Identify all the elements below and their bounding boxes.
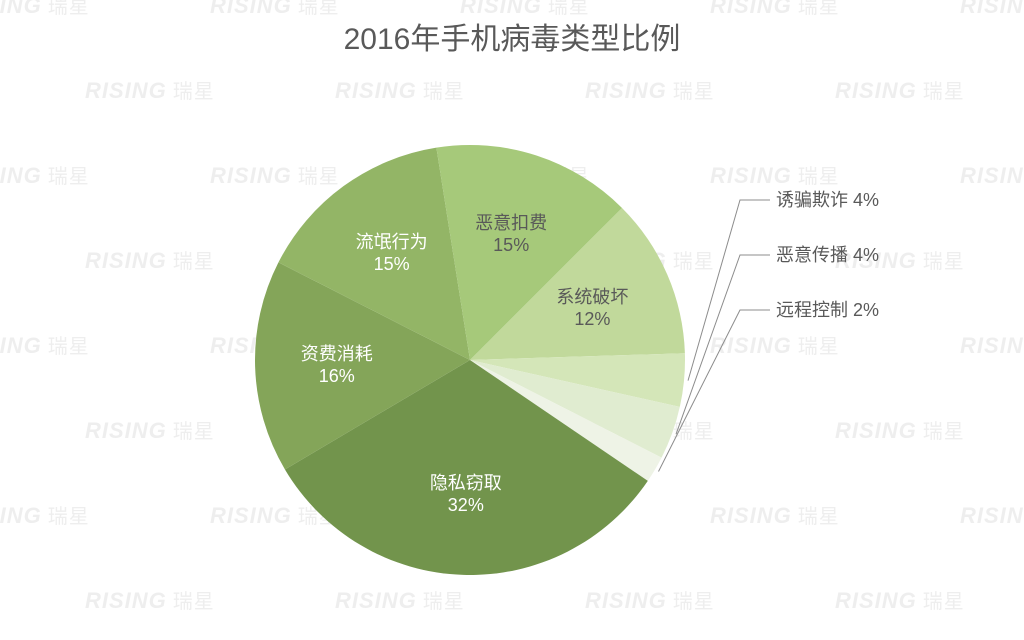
- slice-label-name: 资费消耗: [301, 344, 373, 364]
- slice-label-percent: 16%: [319, 366, 355, 386]
- callout-label: 诱骗欺诈 4%: [776, 190, 879, 210]
- callout-label: 恶意传播 4%: [776, 245, 879, 265]
- slice-label-name: 流氓行为: [356, 232, 428, 252]
- slice-label-percent: 32%: [448, 495, 484, 515]
- slice-label-name: 隐私窃取: [430, 473, 502, 493]
- slice-label-percent: 12%: [574, 309, 610, 329]
- pie-chart: 系统破坏12%诱骗欺诈 4%恶意传播 4%远程控制 2%隐私窃取32%资费消耗1…: [0, 0, 1024, 640]
- slice-label-name: 系统破坏: [556, 287, 628, 307]
- callout-label: 远程控制 2%: [776, 300, 879, 320]
- slice-label-percent: 15%: [374, 254, 410, 274]
- slice-label-name: 恶意扣费: [475, 213, 547, 233]
- leader-line: [688, 200, 770, 381]
- slice-label-percent: 15%: [493, 235, 529, 255]
